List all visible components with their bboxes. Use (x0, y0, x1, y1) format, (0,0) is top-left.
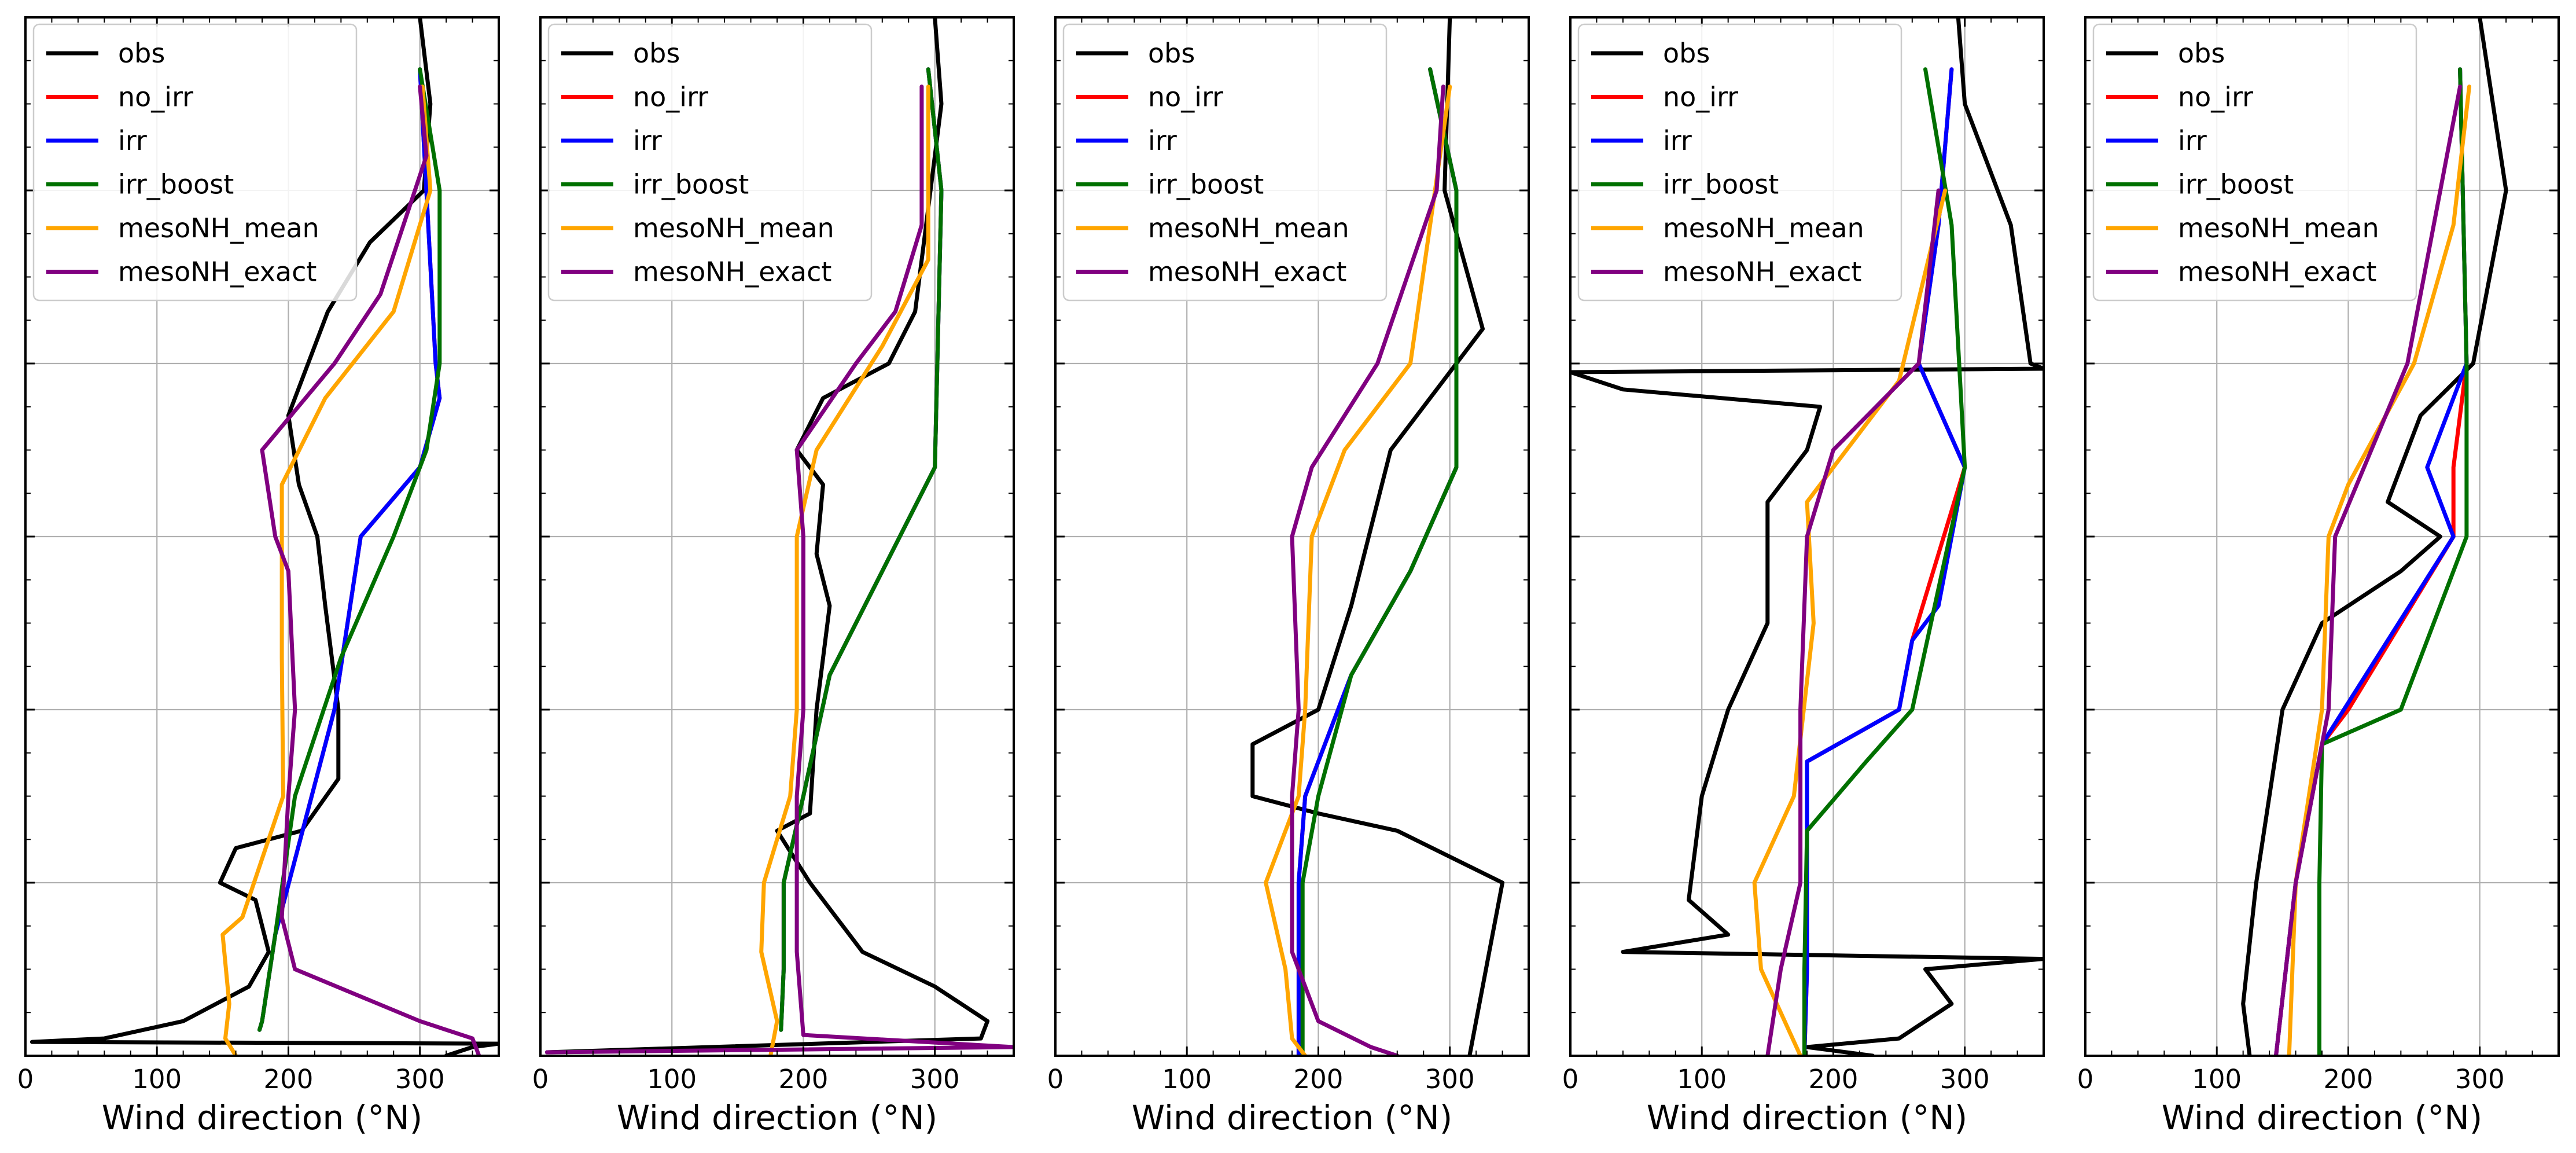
x-tick-label: 200 (2323, 1064, 2373, 1095)
x-axis-label: Wind direction (°N) (1132, 1098, 1452, 1137)
legend-label-no_irr: no_irr (118, 82, 193, 113)
series-line-mesoNH_mean (759, 85, 930, 1056)
legend-label-mesoNH_exact: mesoNH_exact (633, 256, 831, 288)
series-group (30, 17, 499, 1056)
series-group (1250, 17, 1505, 1056)
series-line-mesoNH_exact (544, 85, 1014, 1055)
legend-label-irr: irr (1663, 125, 1692, 156)
legend-label-irr_boost: irr_boost (1663, 169, 1779, 200)
x-tick-label: 300 (910, 1064, 960, 1095)
legend-box (547, 23, 873, 302)
legend-label-mesoNH_exact: mesoNH_exact (1148, 256, 1346, 288)
series-line-obs (2241, 17, 2508, 1056)
x-tick-label: 0 (17, 1064, 34, 1095)
x-tick-label: 0 (1047, 1064, 1064, 1095)
legend-label-irr: irr (633, 125, 662, 156)
series-line-mesoNH_mean (220, 85, 433, 1056)
legend-box (1577, 23, 1902, 302)
x-tick-label: 100 (1677, 1064, 1727, 1095)
legend-label-no_irr: no_irr (1663, 82, 1738, 113)
legend-label-mesoNH_exact: mesoNH_exact (1663, 256, 1861, 288)
x-tick-label: 300 (2455, 1064, 2505, 1095)
series-line-obs (544, 17, 990, 1055)
series-line-irr_boost (2317, 67, 2469, 1056)
legend-label-obs: obs (1663, 38, 1710, 69)
legend-label-obs: obs (1148, 38, 1195, 69)
series-line-mesoNH_exact (1765, 188, 1941, 1056)
series-line-mesoNH_mean (1264, 85, 1452, 1056)
x-tick-label: 0 (532, 1064, 549, 1095)
x-tick-label: 0 (1562, 1064, 1579, 1095)
x-tick-label: 100 (2192, 1064, 2242, 1095)
legend-label-mesoNH_mean: mesoNH_mean (1148, 212, 1349, 244)
legend-label-mesoNH_exact: mesoNH_exact (118, 256, 317, 288)
legend-label-mesoNH_mean: mesoNH_mean (633, 212, 834, 244)
x-tick-label: 200 (1293, 1064, 1343, 1095)
series-group (2241, 17, 2508, 1056)
x-tick-label: 200 (1808, 1064, 1858, 1095)
x-tick-label: 300 (1940, 1064, 1990, 1095)
x-tick-label: 200 (778, 1064, 828, 1095)
legend-label-no_irr: no_irr (2178, 82, 2253, 113)
series-line-obs (1570, 17, 2044, 1056)
x-axis-label: Wind direction (°N) (102, 1098, 422, 1137)
legend-label-irr: irr (118, 125, 147, 156)
series-line-mesoNH_exact (1290, 85, 1445, 1056)
series-line-mesoNH_exact (260, 85, 481, 1056)
legend-label-mesoNH_mean: mesoNH_mean (118, 212, 319, 244)
x-axis-label: Wind direction (°N) (1647, 1098, 1967, 1137)
legend-label-irr_boost: irr_boost (2178, 169, 2294, 200)
x-tick-label: 300 (395, 1064, 445, 1095)
x-tick-label: 100 (132, 1064, 182, 1095)
x-tick-label: 0 (2077, 1064, 2094, 1095)
legend-label-irr_boost: irr_boost (118, 169, 234, 200)
legend-label-mesoNH_exact: mesoNH_exact (2178, 256, 2376, 288)
legend-label-no_irr: no_irr (633, 82, 708, 113)
legend-box (1062, 23, 1388, 302)
legend-label-irr: irr (1148, 125, 1177, 156)
legend-label-mesoNH_mean: mesoNH_mean (2178, 212, 2379, 244)
x-tick-label: 300 (1425, 1064, 1475, 1095)
legend-box (32, 23, 358, 302)
series-line-irr_boost (779, 67, 944, 1032)
x-tick-label: 100 (1162, 1064, 1212, 1095)
x-axis-label: Wind direction (°N) (617, 1098, 937, 1137)
x-tick-label: 100 (647, 1064, 697, 1095)
series-group (544, 17, 1014, 1056)
legend-label-mesoNH_mean: mesoNH_mean (1663, 212, 1864, 244)
series-line-mesoNH_exact (2274, 85, 2463, 1056)
legend-label-obs: obs (633, 38, 680, 69)
x-tick-label: 200 (263, 1064, 313, 1095)
series-line-irr_boost (1802, 67, 1967, 1056)
series-line-obs (1250, 17, 1505, 1056)
series-line-irr_boost (257, 67, 442, 1032)
legend-label-obs: obs (118, 38, 165, 69)
series-group (1570, 17, 2044, 1056)
legend-label-obs: obs (2178, 38, 2225, 69)
legend-label-irr_boost: irr_boost (633, 169, 749, 200)
x-axis-label: Wind direction (°N) (2162, 1098, 2482, 1137)
legend-label-irr_boost: irr_boost (1148, 169, 1264, 200)
legend-box (2092, 23, 2417, 302)
legend-label-no_irr: no_irr (1148, 82, 1223, 113)
legend-label-irr: irr (2178, 125, 2207, 156)
